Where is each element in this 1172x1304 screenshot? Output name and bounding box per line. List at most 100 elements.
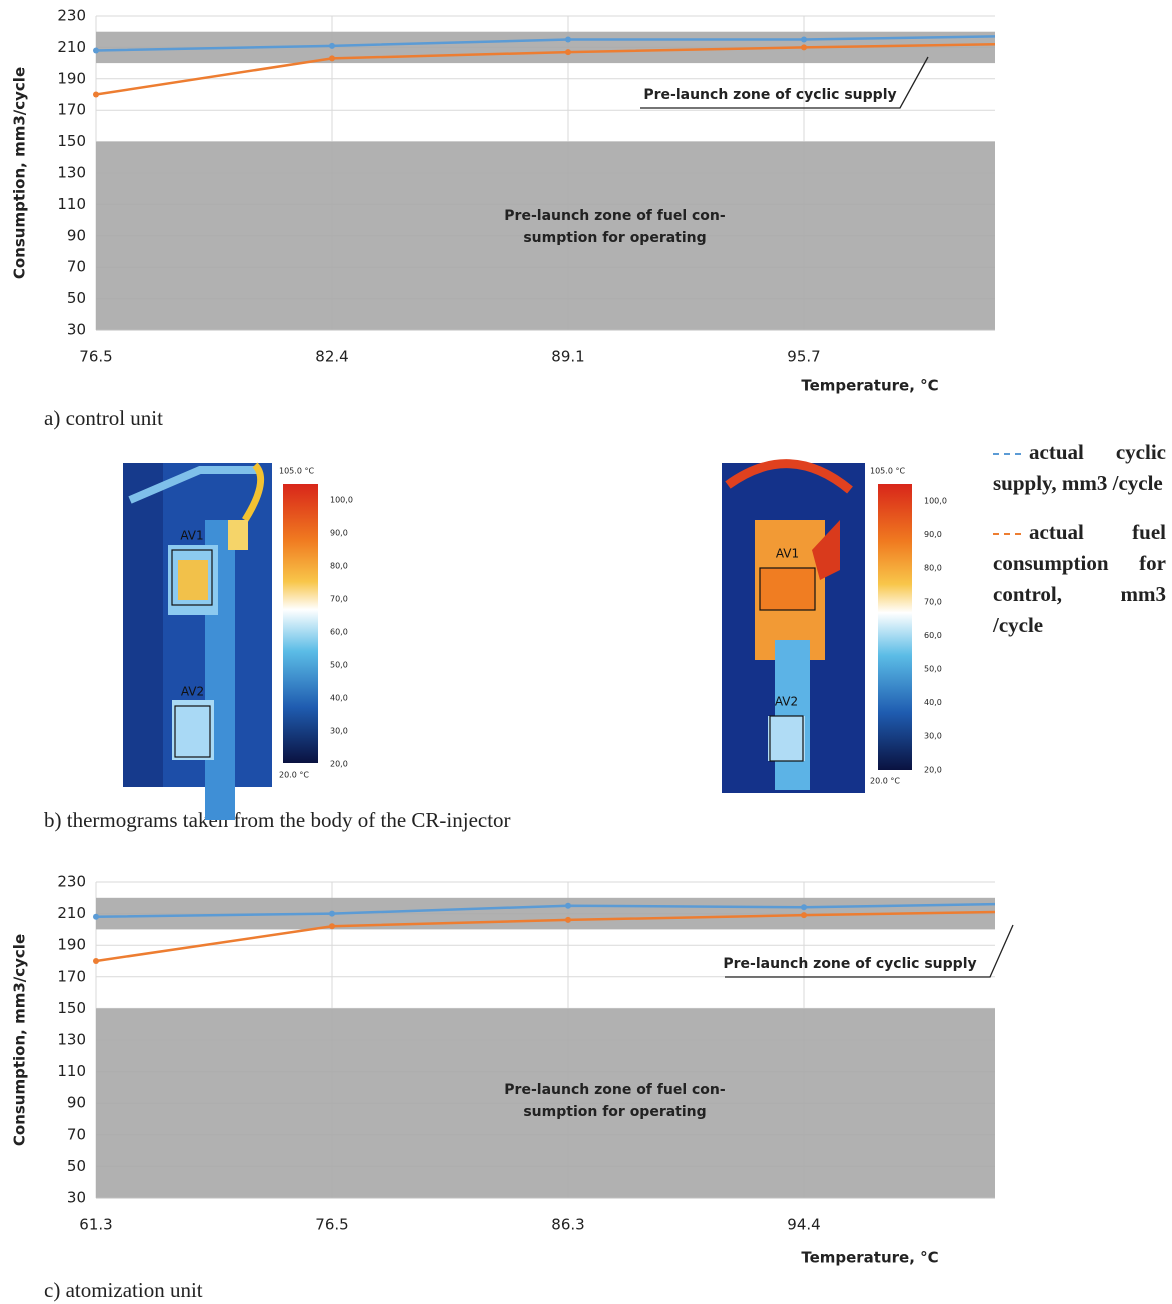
thermogram-image xyxy=(123,463,272,820)
point xyxy=(93,92,99,98)
y-axis-title: Consumption, mm3/cycle xyxy=(11,67,29,279)
scale-tick: 60,0 xyxy=(924,631,942,640)
y-tick-label: 170 xyxy=(57,101,86,119)
y-tick-label: 70 xyxy=(67,1125,86,1143)
x-tick-label: 89.1 xyxy=(551,348,584,366)
roi-label: AV1 xyxy=(776,547,799,561)
scale-tick: 30,0 xyxy=(924,732,942,741)
point xyxy=(329,43,335,49)
point xyxy=(93,958,99,964)
y-tick-label: 130 xyxy=(57,164,86,182)
caption: c) atomization unit xyxy=(44,1278,203,1302)
scale-tick: 50,0 xyxy=(330,661,348,670)
x-tick-label: 76.5 xyxy=(315,1216,348,1234)
scale-min: 20.0 °C xyxy=(870,777,900,786)
y-tick-label: 230 xyxy=(57,7,86,25)
y-tick-label: 190 xyxy=(57,936,86,954)
y-tick-label: 50 xyxy=(67,1157,86,1175)
scale-max: 105.0 °C xyxy=(870,467,905,476)
legend-label: actual fuel consumption for control, mm3… xyxy=(993,520,1166,637)
point xyxy=(565,903,571,909)
scale-tick: 40,0 xyxy=(924,698,942,707)
color-scale xyxy=(283,484,318,763)
scale-tick: 70,0 xyxy=(924,597,942,606)
x-tick-label: 86.3 xyxy=(551,1216,584,1234)
point xyxy=(329,923,335,929)
roi-label: AV2 xyxy=(775,695,798,709)
point xyxy=(801,904,807,910)
y-tick-label: 230 xyxy=(57,873,86,891)
page: a) control unit b) thermograms taken fro… xyxy=(0,0,1172,1304)
y-tick-label: 110 xyxy=(57,195,86,213)
zone-label: sumption for operating xyxy=(523,230,706,246)
y-tick-label: 210 xyxy=(57,904,86,922)
caption: b) thermograms taken from the body of th… xyxy=(44,808,511,832)
y-axis-title: Consumption, mm3/cycle xyxy=(11,934,29,1146)
legend-item: actual fuel consumption for control, mm3… xyxy=(993,517,1166,641)
roi-label: AV2 xyxy=(181,685,204,699)
legend: actual cyclic supply, mm3 /cycle actual f… xyxy=(993,437,1166,641)
scale-tick: 70,0 xyxy=(330,595,348,604)
zone-label: Pre-launch zone of cyclic supply xyxy=(643,87,896,103)
roi-label: AV1 xyxy=(180,529,203,543)
scale-tick: 40,0 xyxy=(330,694,348,703)
scale-tick: 90,0 xyxy=(924,530,942,539)
x-axis-title: Temperature, °C xyxy=(801,1249,938,1267)
color-scale xyxy=(878,484,912,770)
figure: a) control unit b) thermograms taken fro… xyxy=(0,0,1172,1304)
scale-tick: 50,0 xyxy=(924,665,942,674)
y-tick-label: 130 xyxy=(57,1031,86,1049)
point xyxy=(565,917,571,923)
scale-tick: 30,0 xyxy=(330,727,348,736)
y-tick-label: 70 xyxy=(67,258,86,276)
x-tick-label: 61.3 xyxy=(79,1216,112,1234)
legend-label: actual cyclic supply, mm3 /cycle xyxy=(993,440,1166,495)
zone-label: Pre-launch zone of cyclic supply xyxy=(723,956,976,972)
zone-label: Pre-launch zone of fuel con- xyxy=(504,1082,726,1098)
y-tick-label: 150 xyxy=(57,132,86,150)
legend-swatch xyxy=(993,533,1021,535)
caption: a) control unit xyxy=(44,406,163,430)
zone-label: Pre-launch zone of fuel con- xyxy=(504,208,726,224)
x-tick-label: 82.4 xyxy=(315,348,348,366)
chart: 30 50 70 90 110 130 150 170 190 210 230 61.3 76.5 86.… xyxy=(11,873,1014,1267)
y-tick-label: 170 xyxy=(57,967,86,985)
x-tick-label: 94.4 xyxy=(787,1216,820,1234)
x-tick-label: 95.7 xyxy=(787,348,820,366)
x-tick-label: 76.5 xyxy=(79,348,112,366)
scale-tick: 90,0 xyxy=(330,529,348,538)
scale-tick: 80,0 xyxy=(330,562,348,571)
scale-tick: 100,0 xyxy=(924,497,947,506)
legend-swatch xyxy=(993,453,1021,455)
y-tick-label: 210 xyxy=(57,38,86,56)
point xyxy=(93,48,99,54)
scale-tick: 20,0 xyxy=(924,765,942,774)
x-axis-title: Temperature, °C xyxy=(801,377,938,395)
point xyxy=(93,914,99,920)
point xyxy=(801,37,807,43)
y-tick-label: 110 xyxy=(57,1062,86,1080)
y-tick-label: 190 xyxy=(57,69,86,87)
point xyxy=(329,55,335,61)
y-tick-label: 150 xyxy=(57,999,86,1017)
point xyxy=(801,44,807,50)
y-tick-label: 30 xyxy=(67,1189,86,1207)
point xyxy=(329,911,335,917)
y-tick-label: 90 xyxy=(67,1094,86,1112)
thermogram-image xyxy=(722,463,865,793)
scale-tick: 20,0 xyxy=(330,760,348,769)
zone-label: sumption for operating xyxy=(523,1104,706,1120)
legend-item: actual cyclic supply, mm3 /cycle xyxy=(993,437,1166,499)
point xyxy=(565,37,571,43)
y-tick-label: 30 xyxy=(67,321,86,339)
point xyxy=(801,912,807,918)
scale-tick: 100,0 xyxy=(330,496,353,505)
y-tick-label: 90 xyxy=(67,226,86,244)
scale-max: 105.0 °C xyxy=(279,467,314,476)
scale-tick: 60,0 xyxy=(330,628,348,637)
y-tick-label: 50 xyxy=(67,289,86,307)
chart: 30 50 70 90 110 130 150 170 190 210 230 76.5 82.4 89.… xyxy=(11,7,996,395)
scale-tick: 80,0 xyxy=(924,564,942,573)
scale-min: 20.0 °C xyxy=(279,771,309,780)
point xyxy=(565,49,571,55)
